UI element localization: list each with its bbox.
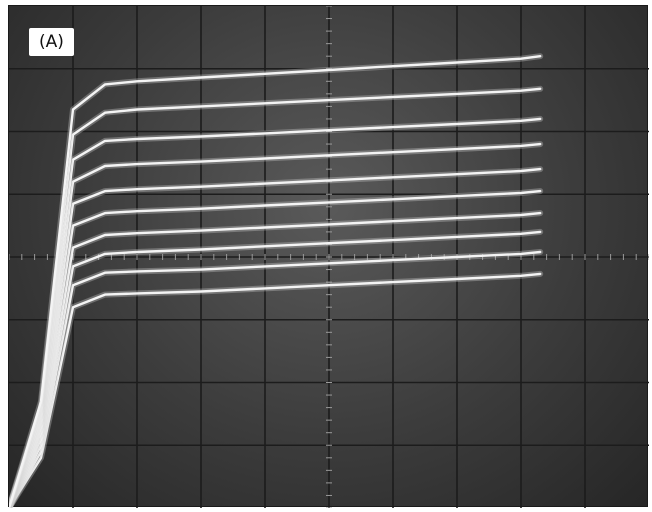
- oscilloscope-screen: (A): [8, 5, 649, 508]
- trace-8: [9, 117, 542, 508]
- trace-1: [9, 272, 542, 508]
- trace-7: [9, 142, 542, 508]
- trace-9: [9, 87, 542, 508]
- panel-label: (A): [29, 28, 74, 56]
- trace-glow-1: [9, 270, 544, 508]
- trace-2: [9, 250, 542, 508]
- characteristic-curves-plot: [9, 6, 649, 508]
- trace-3: [9, 230, 542, 508]
- trace-5: [9, 189, 542, 508]
- trace-4: [9, 211, 542, 508]
- trace-glow-3: [9, 228, 544, 508]
- trace-6: [9, 167, 542, 508]
- trace-10: [9, 55, 542, 508]
